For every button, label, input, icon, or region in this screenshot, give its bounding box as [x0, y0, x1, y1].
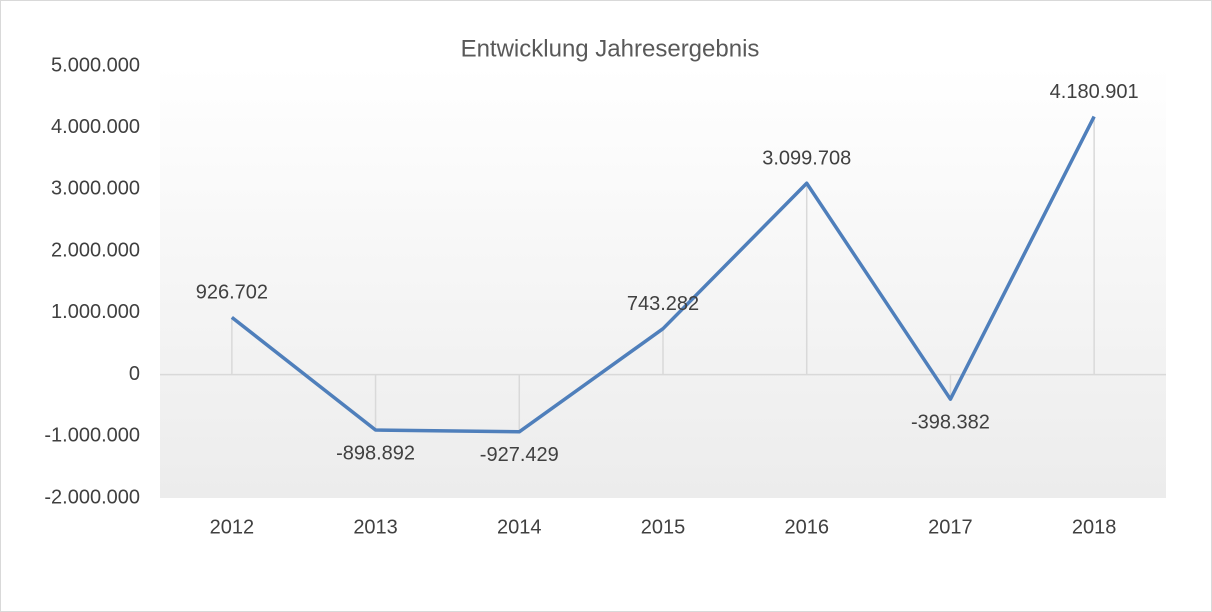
- y-tick-label: 3.000.000: [51, 178, 140, 200]
- x-tick-label: 2016: [784, 516, 829, 538]
- data-label: 743.282: [627, 293, 699, 315]
- data-label: 926.702: [196, 282, 268, 304]
- data-label: 4.180.901: [1050, 81, 1139, 103]
- x-tick-label: 2014: [497, 516, 542, 538]
- plot-area: [160, 66, 1166, 498]
- data-line: [230, 115, 1096, 434]
- data-label: -398.382: [911, 411, 990, 433]
- chart-title: Entwicklung Jahresergebnis: [461, 35, 760, 62]
- y-tick-label: 4.000.000: [51, 116, 140, 138]
- y-tick-label: 0: [129, 363, 140, 385]
- y-tick-label: -2.000.000: [44, 486, 140, 508]
- x-tick-label: 2013: [353, 516, 398, 538]
- y-tick-label: 1.000.000: [51, 301, 140, 323]
- x-tick-label: 2017: [928, 516, 973, 538]
- data-label: 3.099.708: [762, 148, 851, 170]
- data-label: -898.892: [336, 442, 415, 464]
- x-tick-label: 2012: [210, 516, 255, 538]
- x-tick-label: 2018: [1072, 516, 1117, 538]
- y-tick-label: 5.000.000: [51, 54, 140, 76]
- x-tick-label: 2015: [641, 516, 686, 538]
- y-tick-label: 2.000.000: [51, 239, 140, 261]
- data-label: -927.429: [480, 444, 559, 466]
- y-tick-label: -1.000.000: [44, 425, 140, 447]
